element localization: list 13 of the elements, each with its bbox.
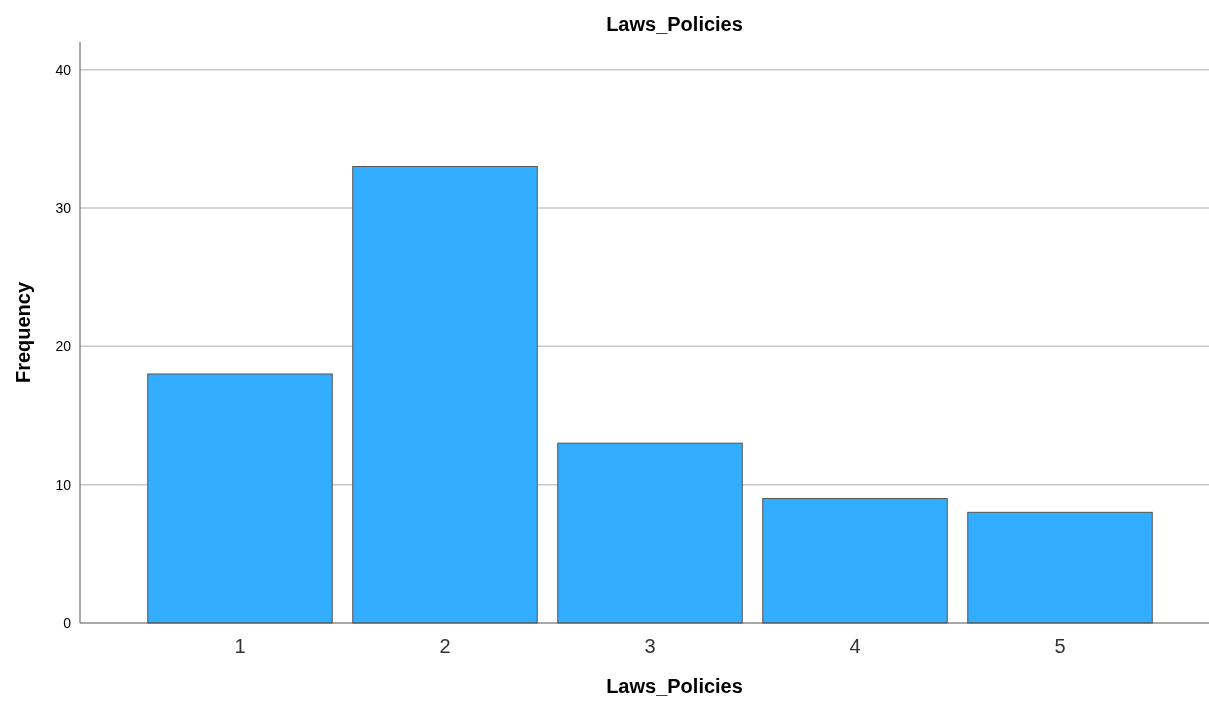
- y-tick-label: 40: [55, 61, 72, 78]
- x-tick-label: 1: [234, 635, 246, 657]
- y-tick-label: 30: [55, 199, 72, 216]
- x-tick-label: 5: [1054, 635, 1066, 657]
- x-tick-label: 3: [644, 635, 656, 657]
- y-axis-title: Frequency: [12, 281, 34, 384]
- x-axis-title: Laws_Policies: [606, 675, 743, 697]
- y-tick-label: 0: [63, 614, 72, 631]
- y-tick-label: 10: [55, 476, 72, 493]
- x-tick-label: 2: [439, 635, 451, 657]
- y-tick-label: 20: [55, 338, 72, 355]
- chart-title: Laws_Policies: [606, 13, 743, 35]
- x-tick-label: 4: [849, 635, 861, 657]
